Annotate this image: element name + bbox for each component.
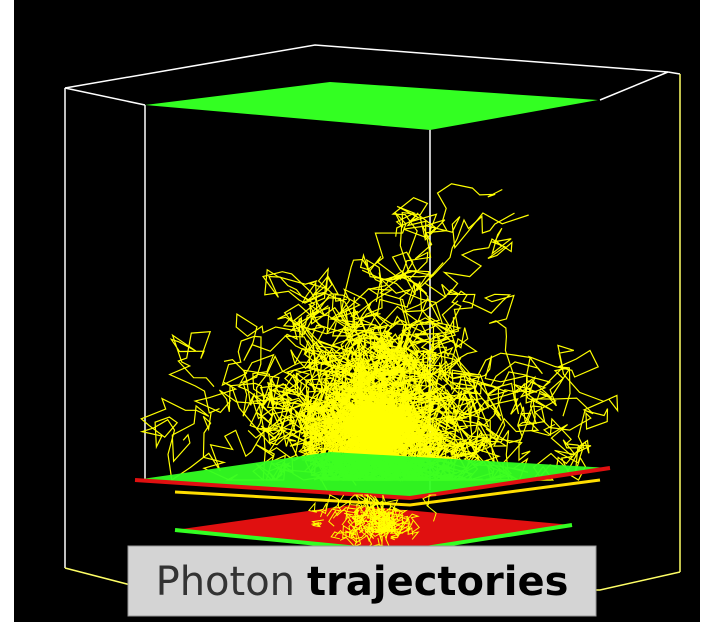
scene: Photon trajectories — [0, 0, 713, 632]
page: Photontrajectories (() => { const data =… — [0, 0, 713, 632]
caption-plain: Photon — [156, 559, 295, 605]
caption: Photon trajectories — [156, 559, 569, 605]
caption-strong: trajectories — [307, 559, 568, 605]
